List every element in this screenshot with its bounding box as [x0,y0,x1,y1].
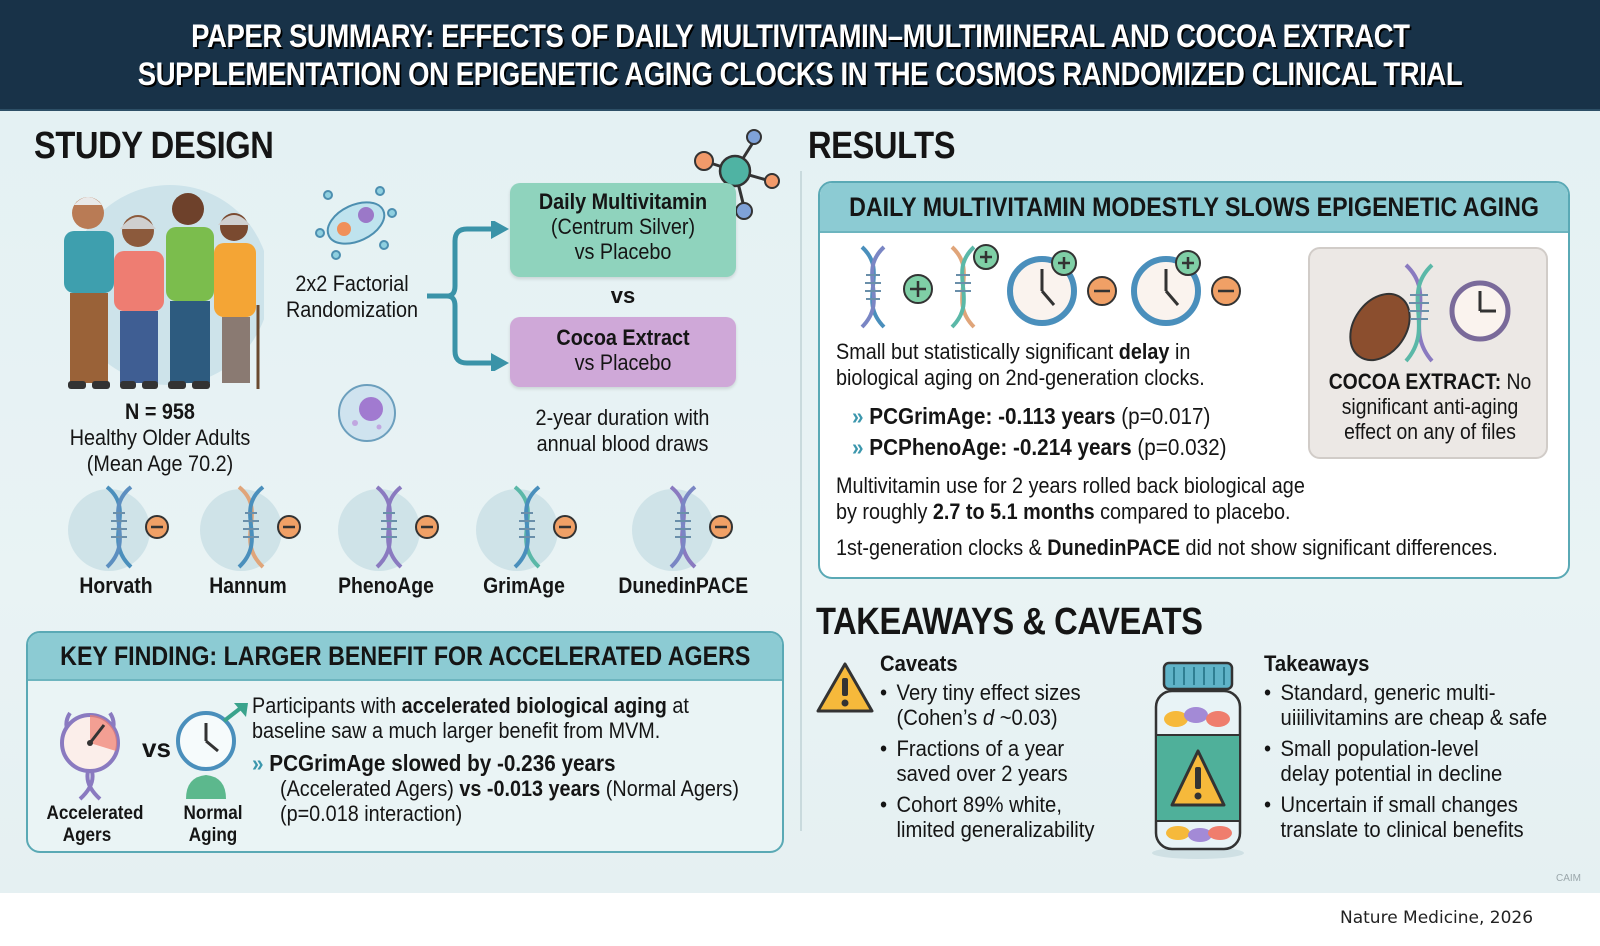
caveat-item: Very tiny effect sizes(Cohen’s d ~0.03) [880,680,1119,730]
vitamin-bottle-icon [1152,661,1244,859]
dna-minus-icon [513,485,577,569]
chevron-right-icon: » [852,403,864,429]
vs-label: vs [610,283,636,308]
arm-multivitamin: Daily Multivitamin (Centrum Silver) vs P… [510,183,736,277]
cohort-summary: N = 958 Healthy Older Adults (Mean Age 7… [40,399,280,477]
results-text: Small but statistically significant dela… [836,339,1498,560]
caveat-item: Cohort 89% white,limited generalizabilit… [880,792,1119,842]
cocoa-extract-card: COCOA EXTRACT: No significant anti-aging… [1308,247,1548,459]
takeaways-heading: Takeaways [1264,651,1370,676]
study-design-title: STUDY DESIGN [34,125,274,167]
dna-icon [860,245,886,329]
clock-phenoage: PhenoAge [316,483,456,598]
normal-aging-clock-icon [176,703,248,799]
pcgrimage-result: » PCGrimAge: -0.113 years (p=0.017) [852,403,1211,429]
dna-minus-icon [669,485,733,569]
clock-grimage: GrimAge [454,483,594,598]
cocoa-dna-clock-icon [1349,263,1511,363]
key-finding-title: KEY FINDING: LARGER BENEFIT FOR ACCELERA… [59,640,751,671]
takeaways-list: Takeaways Standard, generic multi-uiiili… [1264,651,1584,848]
normal-aging-label: Normal Aging [183,803,243,846]
results-header: DAILY MULTIVITAMIN MODESTLY SLOWS EPIGEN… [820,183,1568,233]
chevron-right-icon: » [252,750,264,776]
molecule-icon [694,129,780,220]
cocoa-extract-result: COCOA EXTRACT: No significant anti-aging… [1328,369,1532,444]
epigenetic-clocks-list: Horvath Hannum PhenoAge [40,483,760,603]
title-banner: PAPER SUMMARY: EFFECTS OF DAILY MULTIVIT… [0,0,1600,111]
results-icon-row [860,244,1241,329]
accelerated-clock-icon [60,711,120,801]
results-box-title: DAILY MULTIVITAMIN MODESTLY SLOWS EPIGEN… [849,191,1539,222]
pcgrimage-bullet: » PCGrimAge slowed by -0.236 years [252,750,616,776]
chevron-right-icon: » [852,434,864,460]
vs-label: vs [142,733,171,763]
dna-minus-icon [105,485,169,569]
title-line-1: PAPER SUMMARY: EFFECTS OF DAILY MULTIVIT… [190,17,1410,54]
results-title: RESULTS [808,125,956,167]
takeaway-item: Standard, generic multi-uiiilivitamins a… [1264,680,1558,730]
aging-comparison: vs Accelerated Agers Normal Aging [46,703,248,851]
trial-duration: 2-year duration with annual blood draws [535,405,710,456]
key-finding-header: KEY FINDING: LARGER BENEFIT FOR ACCELERA… [28,633,782,681]
cell-icon [338,384,396,442]
source-citation: Nature Medicine, 2026 [1340,908,1534,928]
caveats-list: Caveats Very tiny effect sizes(Cohen’s d… [880,651,1140,848]
cohort-description: Healthy Older Adults [69,425,251,450]
title-line-2: SUPPLEMENTATION ON EPIGENETIC AGING CLOC… [137,55,1463,92]
accelerated-agers-label: Accelerated Agers [46,803,144,846]
arm-cocoa-extract: Cocoa Extract vs Placebo [510,317,736,387]
older-adults-illustration [64,185,264,389]
takeaways-caveats-title: TAKEAWAYS & CAVEATS [816,601,1203,643]
randomization-label: 2x2 Factorial Randomization [285,271,419,322]
column-divider [800,171,802,831]
key-finding-panel: KEY FINDING: LARGER BENEFIT FOR ACCELERA… [26,631,784,853]
clock-dunedinpace: DunedinPACE [610,483,750,598]
watermark: CAIM [1556,873,1581,884]
cohort-mean-age: (Mean Age 70.2) [86,451,234,476]
clock-horvath: Horvath [46,483,186,598]
randomization-arrows [427,221,509,371]
pcphenoage-result: » PCPhenoAge: -0.214 years (p=0.032) [852,434,1227,460]
caveats-heading: Caveats [880,651,958,676]
dna-minus-icon [237,485,301,569]
sample-size: N = 958 [125,399,195,424]
key-finding-text: Participants with accelerated biological… [252,693,739,826]
infographic-body: STUDY DESIGN [0,111,1600,893]
cell-division-icon [315,186,397,260]
dna-minus-icon [375,485,439,569]
results-panel: DAILY MULTIVITAMIN MODESTLY SLOWS EPIGEN… [818,181,1570,579]
warning-icon [816,662,874,713]
clock-hannum: Hannum [178,483,318,598]
